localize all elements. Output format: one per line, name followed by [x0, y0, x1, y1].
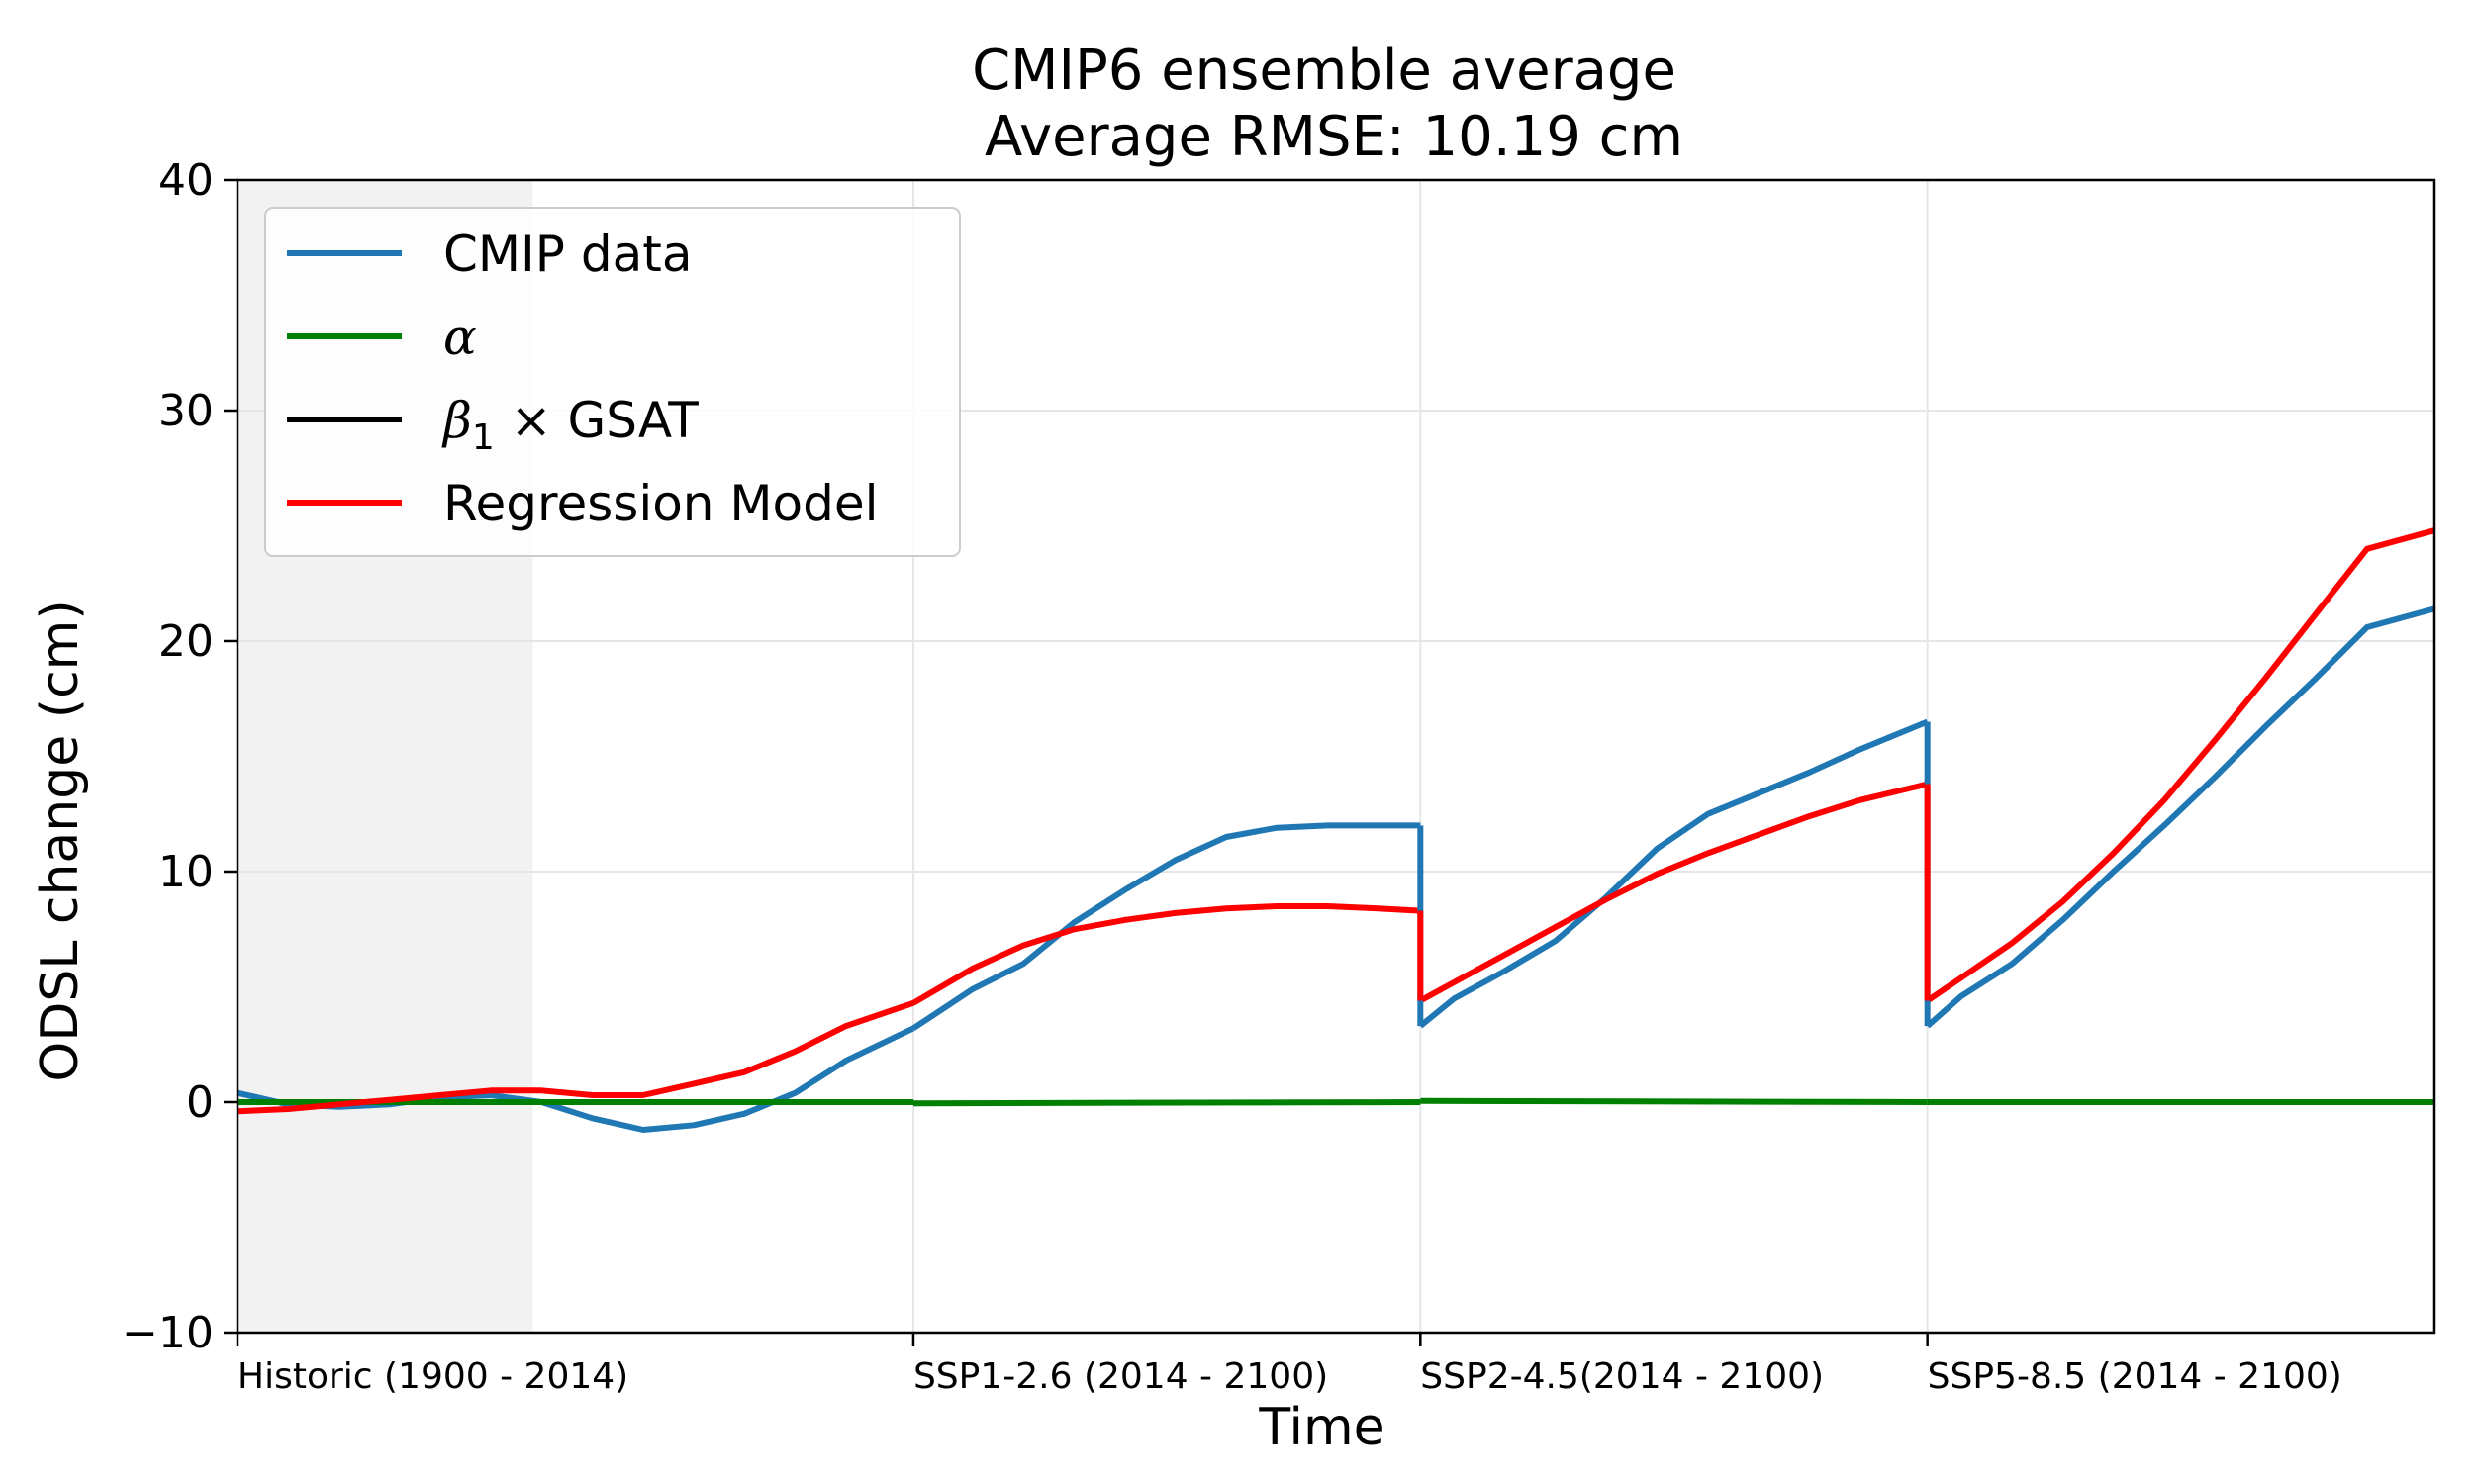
y-tick-label: −10: [122, 1308, 214, 1358]
legend-label: CMIP data: [443, 226, 692, 283]
series-line: [911, 822, 1421, 1031]
x-tick-label: SSP1-2.6 (2014 - 2100): [913, 1356, 1328, 1397]
y-axis-label: ODSL change (cm): [31, 600, 90, 1081]
axes-frame: [236, 178, 2436, 1335]
series-line: [237, 999, 914, 1115]
legend-label-subscript: 1: [472, 417, 495, 458]
y-tick-label: 30: [158, 386, 214, 436]
legend-label: Regression Model: [443, 475, 879, 532]
legend-box: [264, 207, 961, 557]
x-tick-label: SSP5-8.5 (2014 - 2100): [1928, 1356, 2342, 1397]
x-axis-label: Time: [1258, 1398, 1384, 1457]
y-tick-label: 0: [186, 1077, 214, 1128]
chart-title-line2: Average RMSE: 10.19 cm: [985, 105, 1683, 169]
x-tick-label: SSP2-4.5(2014 - 2100): [1420, 1356, 1824, 1397]
y-tick-label: 20: [158, 616, 214, 667]
series-1: [238, 1097, 2434, 1107]
legend-label-rest: × GSAT: [495, 392, 699, 449]
series-0: [237, 605, 2435, 1133]
legend-label: β1 × GSAT: [441, 392, 699, 458]
series-line: [1926, 527, 2435, 1003]
series-3: [237, 527, 2435, 1115]
series-line: [912, 1099, 1421, 1107]
series-line: [1925, 605, 2435, 1029]
legend-label-beta: β: [441, 392, 472, 449]
series-line: [1418, 718, 1929, 1029]
y-tick-label: 40: [158, 155, 214, 206]
chart-title-line1: CMIP6 ensemble average: [972, 39, 1676, 103]
series-line: [1418, 781, 1929, 1004]
y-tick-label: 10: [158, 847, 214, 897]
x-tick-label: Historic (1900 - 2014): [238, 1356, 628, 1397]
series-line: [911, 903, 1421, 1006]
legend-label: α: [443, 309, 477, 366]
series-line: [1420, 1097, 1928, 1105]
